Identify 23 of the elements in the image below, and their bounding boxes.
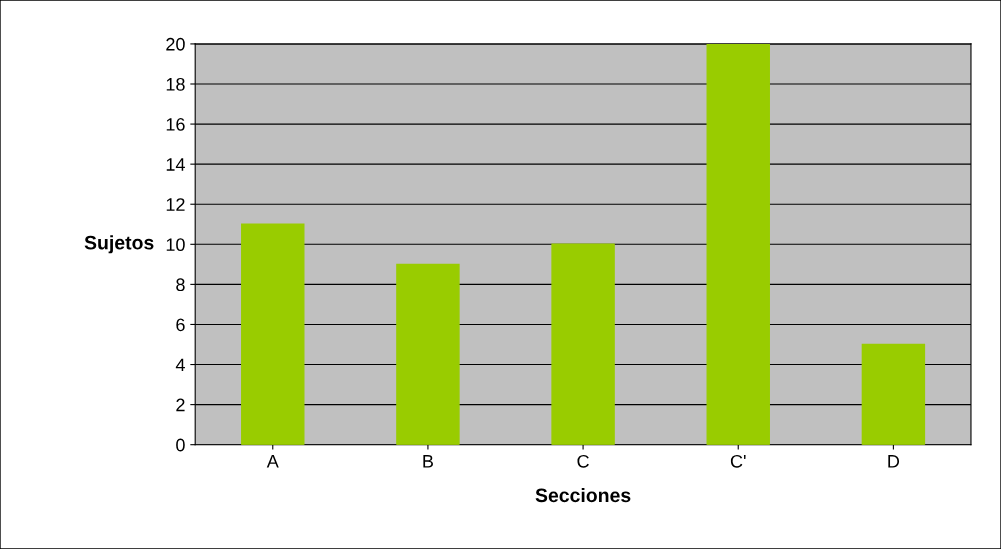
bar [861, 343, 926, 445]
bar [241, 223, 305, 445]
y-tick-label: 4 [175, 358, 185, 372]
bar [551, 243, 615, 445]
y-tick-label: 16 [166, 118, 185, 131]
y-tick-label: 10 [166, 238, 185, 252]
x-tick-label: A [266, 455, 279, 468]
y-tick-label: 18 [166, 77, 185, 91]
y-tick-label: 0 [176, 438, 185, 452]
y-tick-label: 14 [166, 158, 185, 171]
bar [706, 43, 770, 445]
x-tick-label: C [577, 454, 589, 468]
x-tick-label: B [423, 455, 433, 468]
y-tick-label: 8 [176, 278, 185, 292]
y-tick-label: 2 [176, 398, 185, 412]
x-axis-title: Secciones [535, 487, 631, 503]
y-tick-label: 20 [166, 37, 185, 51]
x-tick-label: C' [730, 454, 746, 468]
bar [396, 263, 460, 445]
x-tick-label: D [888, 455, 900, 468]
y-tick-label: 12 [166, 198, 185, 211]
y-tick-label: 6 [176, 318, 185, 332]
y-axis-title: Sujetos [84, 235, 154, 254]
